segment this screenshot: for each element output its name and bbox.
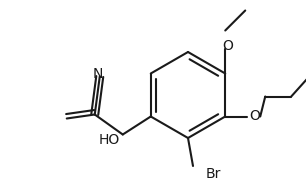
Text: Br: Br [206,167,221,181]
Text: HO: HO [99,132,120,146]
Text: O: O [249,109,260,123]
Text: N: N [93,67,103,81]
Text: O: O [222,40,233,53]
